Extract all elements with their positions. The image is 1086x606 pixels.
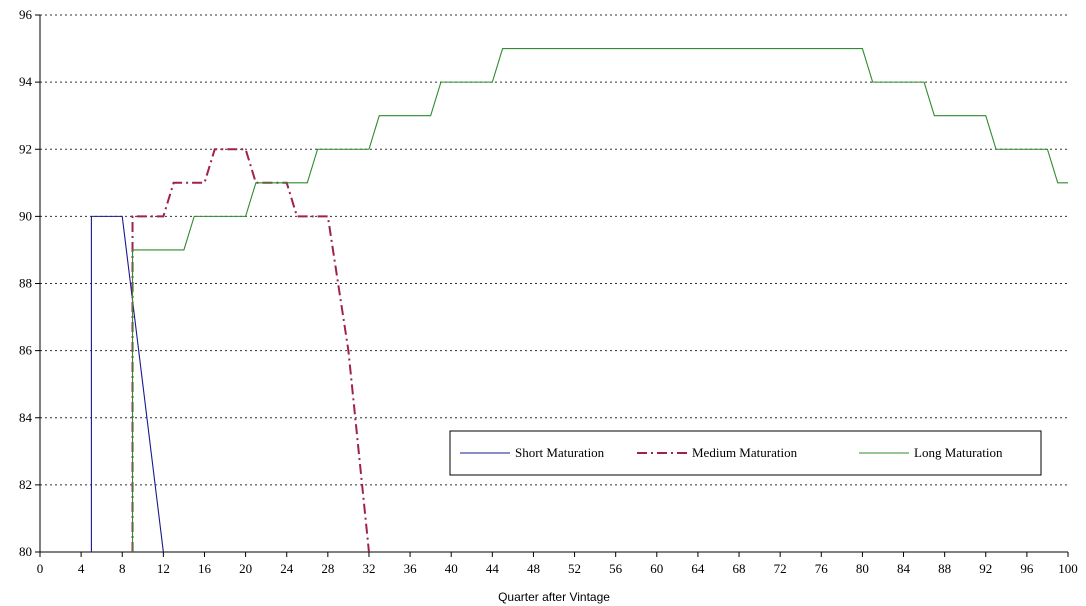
legend: Short Maturation Medium Maturation Long Ma… — [449, 430, 1042, 476]
x-tick-label: 12 — [157, 561, 170, 576]
x-tick-label: 56 — [609, 561, 623, 576]
x-tick-label: 92 — [979, 561, 992, 576]
x-tick-label: 72 — [774, 561, 787, 576]
x-tick-label: 32 — [362, 561, 375, 576]
x-tick-label: 76 — [815, 561, 829, 576]
x-tick-label: 100 — [1058, 561, 1078, 576]
legend-label: Medium Maturation — [692, 445, 798, 460]
gridlines — [40, 14, 1068, 486]
x-tick-label: 64 — [691, 561, 705, 576]
y-tick-label: 82 — [19, 477, 32, 492]
x-tick-label: 80 — [856, 561, 869, 576]
axes — [35, 14, 1069, 557]
x-tick-label: 48 — [527, 561, 540, 576]
x-tick-label: 28 — [321, 561, 334, 576]
y-tick-label: 90 — [19, 208, 32, 223]
x-tick-label: 4 — [78, 561, 85, 576]
x-tick-label: 60 — [650, 561, 663, 576]
x-tick-label: 8 — [119, 561, 126, 576]
x-tick-label: 20 — [239, 561, 252, 576]
x-axis-title: Quarter after Vintage — [498, 590, 610, 604]
series-line-long-maturation — [131, 48, 1068, 552]
x-tick-label: 0 — [37, 561, 44, 576]
x-tick-label: 36 — [404, 561, 418, 576]
x-tick-label: 52 — [568, 561, 581, 576]
series-lines — [90, 48, 1068, 553]
x-tick-label: 88 — [938, 561, 951, 576]
legend-box — [449, 430, 1042, 476]
y-tick-label: 84 — [19, 410, 33, 425]
legend-label: Long Maturation — [914, 445, 1003, 460]
x-tick-label: 44 — [486, 561, 500, 576]
series-line-short-maturation — [90, 215, 164, 553]
x-tick-label: 40 — [445, 561, 458, 576]
x-tick-label: 96 — [1020, 561, 1034, 576]
y-tick-label: 86 — [19, 343, 33, 358]
y-tick-label: 92 — [19, 141, 32, 156]
y-tick-label: 88 — [19, 276, 32, 291]
legend-label: Short Maturation — [515, 445, 605, 460]
series-line-medium-maturation — [131, 148, 370, 553]
x-tick-label: 16 — [198, 561, 212, 576]
x-tick-label: 24 — [280, 561, 294, 576]
y-tick-label: 94 — [19, 74, 33, 89]
y-tick-label: 80 — [19, 544, 32, 559]
x-tick-label: 68 — [733, 561, 746, 576]
x-tick-label: 84 — [897, 561, 911, 576]
y-tick-label: 96 — [19, 7, 33, 22]
